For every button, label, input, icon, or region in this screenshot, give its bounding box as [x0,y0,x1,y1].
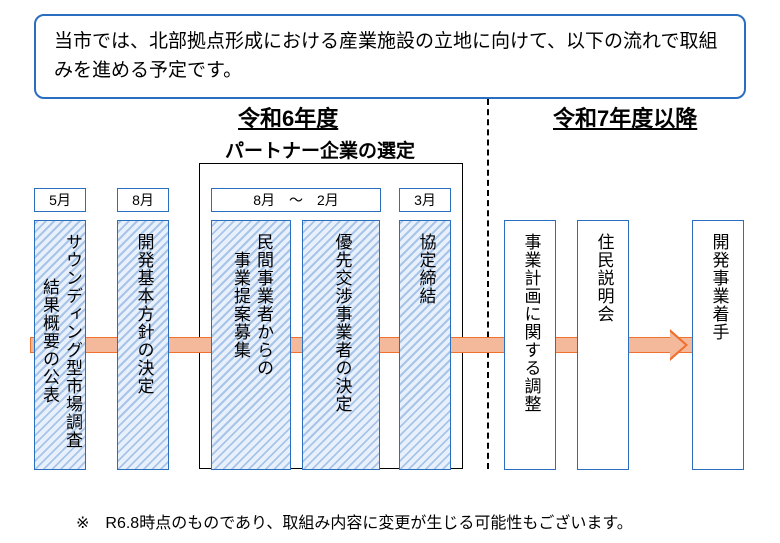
phase-start-text: 開発事業着手 [707,233,730,341]
phase-policy-text: 開発基本方針の決定 [132,233,155,395]
phase-policy: 開発基本方針の決定 [117,220,169,470]
month-aug-feb: 8月 〜 2月 [211,188,381,212]
phase-sounding: サウンディング型市場調査 結果概要の公表 [34,220,86,470]
period-divider [487,99,489,469]
flow-arrow-head-mid [670,329,688,361]
partner-selection-label: パートナー企業の選定 [225,136,415,163]
phase-agreement: 協定締結 [399,220,451,470]
phase-briefing-text: 住民説明会 [592,233,615,323]
month-aug: 8月 [117,188,169,212]
phase-start: 開発事業着手 [692,220,744,470]
phase-agreement-text: 協定締結 [414,233,437,305]
month-mar: 3月 [399,188,451,212]
phase-preferred-text: 優先交渉事業者の決定 [330,233,353,413]
phase-preferred: 優先交渉事業者の決定 [302,220,380,470]
period-r7-label: 令和7年度以降 [553,101,697,133]
period-r6-label: 令和6年度 [238,101,338,133]
phase-plan-adjust: 事業計画に関する調整 [504,220,556,470]
phase-plan-adjust-text: 事業計画に関する調整 [519,233,542,413]
phase-briefing: 住民説明会 [577,220,629,470]
phase-proposal-text: 民間事業者からの 事業提案募集 [228,233,274,377]
phase-sounding-text: サウンディング型市場調査 結果概要の公表 [37,233,83,449]
phase-proposal: 民間事業者からの 事業提案募集 [211,220,291,470]
footnote: ※ R6.8時点のものであり、取組み内容に変更が生じる可能性もございます。 [76,509,633,533]
intro-header: 当市では、北部拠点形成における産業施設の立地に向けて、以下の流れで取組みを進める… [34,14,746,99]
month-may: 5月 [34,188,86,212]
